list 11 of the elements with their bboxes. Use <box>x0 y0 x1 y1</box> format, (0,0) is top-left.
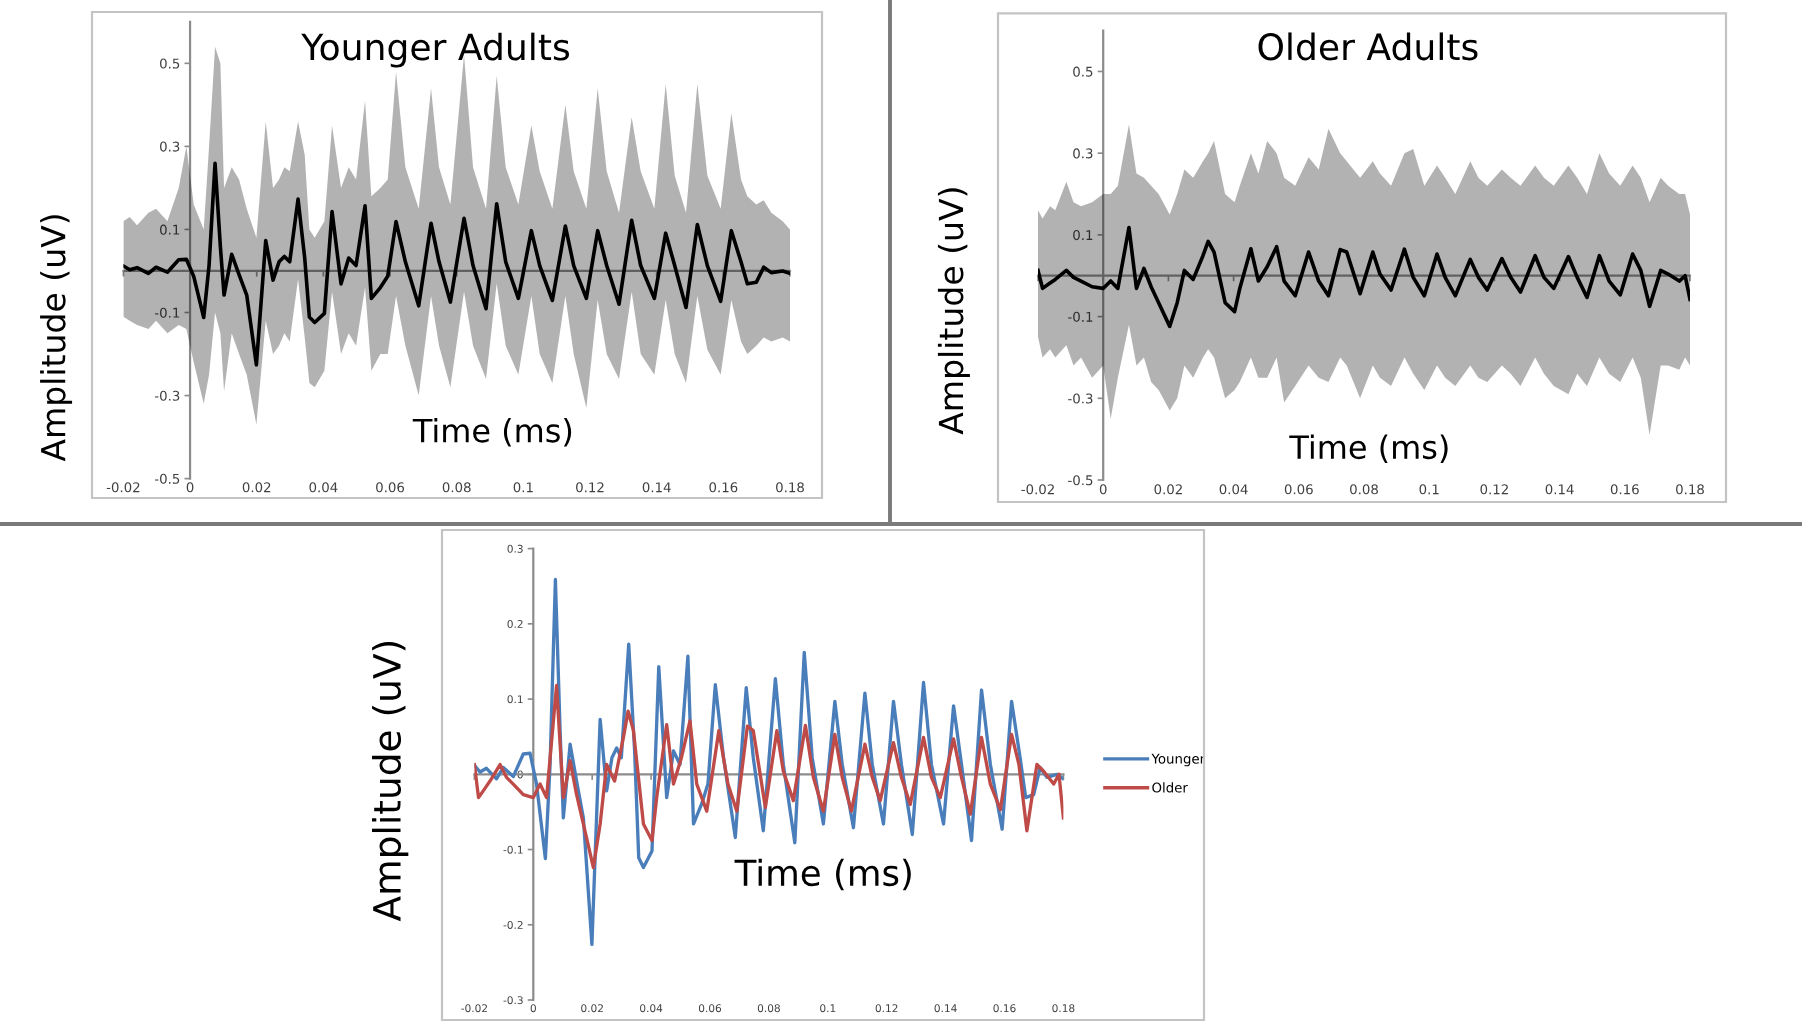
chart-title: Older Adults <box>1258 32 1478 61</box>
x-axis-title: Time (ms) <box>1289 434 1448 463</box>
y-axis-title: Amplitude (uV) <box>372 642 409 922</box>
line-series <box>123 161 790 367</box>
line-series <box>1038 225 1690 329</box>
x-axis-title: Time (ms) <box>734 858 911 891</box>
x-axis-title: Time (ms) <box>412 417 572 447</box>
y-axis-title: Amplitude (uV) <box>937 188 970 435</box>
chart-title: Younger Adults <box>301 32 570 68</box>
y-axis-title: Amplitude (uV) <box>40 215 73 462</box>
line-series <box>474 577 1064 946</box>
